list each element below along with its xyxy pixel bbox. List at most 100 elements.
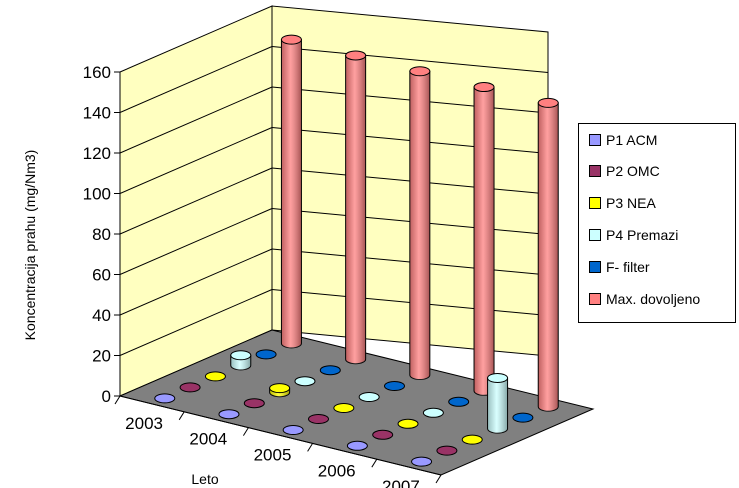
legend-swatch-p1 [589,134,601,146]
bar-top [179,382,201,393]
bar-shading [281,39,302,348]
bar-top [218,409,240,420]
legend-swatch-max [589,293,601,305]
y-tick-label: 0 [102,387,111,406]
gridline-left [119,289,273,356]
bar-shading [474,87,495,396]
x-axis-line [119,395,442,476]
bar-top [436,445,458,456]
bar-top [487,372,509,383]
bar-shading [409,71,430,380]
x-tick-label: 2005 [254,446,292,465]
bar [333,403,355,413]
gridline-left [119,248,273,316]
bar-top [409,66,431,77]
bar-top [154,393,176,404]
bar [243,398,265,409]
bar [255,349,277,360]
plot-marks [154,34,559,467]
bar-shading [487,377,508,434]
bar-shading [538,102,559,412]
y-tick-label: 80 [92,225,111,244]
bar-top [345,50,367,61]
bar [204,371,226,382]
bar [230,350,252,371]
bar [346,440,368,451]
bar [358,392,380,402]
bar-top [280,34,302,45]
axes: 0 20 40 60 80 100 120 140 160 2003 2004 2005 2006 200… [83,63,442,488]
bar-top [282,425,304,435]
bar [308,414,329,424]
bar [411,456,433,467]
legend-item-p2: P2 OMC [589,161,660,181]
bar [409,66,431,380]
bar-top [346,440,368,451]
bar-top [422,407,444,418]
legend-item-p4: P4 Premazi [589,225,678,245]
gridline-left [119,208,273,275]
bar [345,50,367,365]
legend-label-f: F- filter [606,259,650,275]
y-tick-label: 140 [83,104,111,123]
legend-swatch-p4 [589,229,601,241]
bar [537,97,559,412]
y-tick-label: 100 [83,185,111,204]
bar-top [512,412,534,423]
legend-swatch-f [589,261,601,273]
bar-top [308,414,329,424]
x-axis-title: Leto [191,471,218,487]
legend-swatch-p3 [589,197,601,209]
gridline-back [271,46,549,73]
x-tick-mark [114,395,121,405]
gridline-left [119,46,273,113]
x-tick-label: 2003 [125,414,163,433]
bar [384,381,405,391]
bar-top [397,418,419,429]
x-tick-mark [371,458,378,468]
bar-top [537,97,559,108]
legend-item-f: F- filter [589,257,650,277]
legend: P1 ACM P2 OMC P3 NEA P4 Premazi F- filte… [578,123,736,323]
legend-label-p1: P1 ACM [606,132,658,148]
bar [512,412,534,423]
x-tick-mark [307,443,314,452]
gridline-left [119,127,273,194]
bar [269,383,291,398]
bar [397,418,419,429]
y-tick-label: 120 [83,144,111,163]
bar [473,82,495,396]
legend-item-p3: P3 NEA [589,193,656,213]
y-tick-label: 160 [83,63,111,82]
bar [436,445,458,456]
bar-top [230,350,252,361]
bar [372,429,394,440]
bar [448,396,470,407]
gridline-left [119,167,273,235]
legend-item-max: Max. dovoljeno [589,289,700,309]
legend-item-p1: P1 ACM [589,130,657,150]
legend-label-p4: P4 Premazi [606,227,679,243]
bar-top [319,365,341,376]
x-tick-mark [435,474,442,484]
bar [154,393,176,404]
x-tick-mark [242,427,249,436]
y-tick-label: 40 [92,306,111,325]
bar [179,382,201,393]
bar-top [333,403,355,413]
bar-top [269,383,291,394]
bar [294,376,316,387]
bar-top [461,434,483,445]
legend-label-max: Max. dovoljeno [606,291,701,307]
bar-top [358,392,380,402]
bar-top [384,381,405,391]
y-tick-label: 60 [92,266,111,285]
x-tick-mark [178,411,185,421]
bar-top [255,349,277,360]
bar-top [294,376,316,387]
y-tick-label: 20 [92,347,111,366]
bar [461,434,483,445]
bar-top [411,456,433,467]
x-tick-label: 2004 [189,430,227,449]
